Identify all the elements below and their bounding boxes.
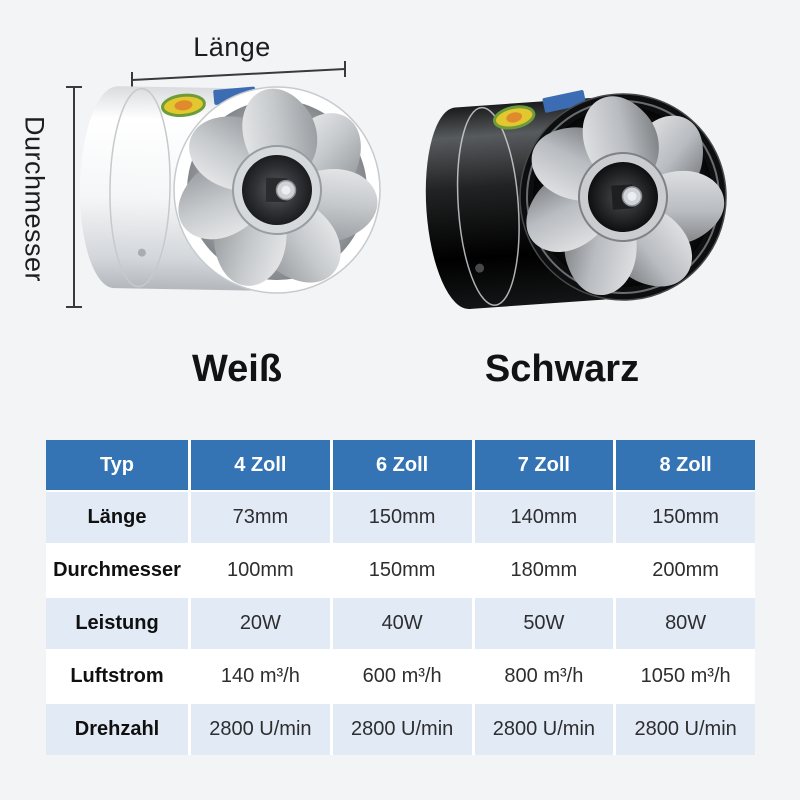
column-header-6-zoll: 6 Zoll [332, 440, 472, 490]
column-header-4-zoll: 4 Zoll [191, 440, 330, 490]
black-fan-image [425, 84, 737, 310]
spec-value: 140mm [474, 492, 614, 543]
spec-value: 150mm [332, 545, 472, 596]
fan-front [517, 84, 737, 306]
brand-sticker [161, 93, 206, 118]
screw-hole [137, 248, 146, 257]
row-label-luftstrom: Luftstrom [46, 651, 188, 702]
spec-value: 2800 U/min [616, 704, 755, 755]
white-fan-image [79, 76, 390, 296]
fan-hub [578, 152, 668, 242]
spec-value: 2800 U/min [332, 704, 472, 755]
row-label-durchmesser: Durchmesser [46, 545, 188, 596]
row-label-laenge: Länge [46, 492, 188, 543]
spec-value: 150mm [616, 492, 755, 543]
column-header-8-zoll: 8 Zoll [616, 440, 755, 490]
fan-front [167, 76, 390, 296]
column-header-7-zoll: 7 Zoll [474, 440, 614, 490]
spec-value: 200mm [616, 545, 755, 596]
spec-value: 100mm [191, 545, 330, 596]
row-label-leistung: Leistung [46, 598, 188, 649]
spec-value: 80W [616, 598, 755, 649]
screw-hole [475, 263, 485, 273]
length-dimension-line [131, 61, 346, 88]
length-dimension-label: Länge [193, 32, 271, 62]
spec-value: 20W [191, 598, 330, 649]
spec-value: 2800 U/min [191, 704, 330, 755]
spec-value: 600 m³/h [332, 651, 472, 702]
spec-value: 50W [474, 598, 614, 649]
spec-value: 73mm [191, 492, 330, 543]
spec-value: 150mm [332, 492, 472, 543]
spec-value: 800 m³/h [474, 651, 614, 702]
spec-value: 2800 U/min [474, 704, 614, 755]
column-header-typ: Typ [46, 440, 188, 490]
row-label-drehzahl: Drehzahl [46, 704, 188, 755]
variant-label-white: Weiß [191, 348, 283, 390]
spec-table: Typ 4 Zoll 6 Zoll 7 Zoll 8 Zoll Länge 73… [46, 440, 755, 755]
diameter-dimension-label: Durchmesser [19, 115, 50, 283]
spec-value: 1050 m³/h [616, 651, 755, 702]
brand-sticker [493, 105, 536, 130]
diameter-dimension-line [66, 86, 82, 308]
label-sticker [542, 90, 586, 113]
fan-hub [232, 145, 322, 235]
spec-value: 180mm [474, 545, 614, 596]
variant-label-black: Schwarz [484, 348, 640, 390]
spec-value: 40W [332, 598, 472, 649]
spec-value: 140 m³/h [191, 651, 330, 702]
